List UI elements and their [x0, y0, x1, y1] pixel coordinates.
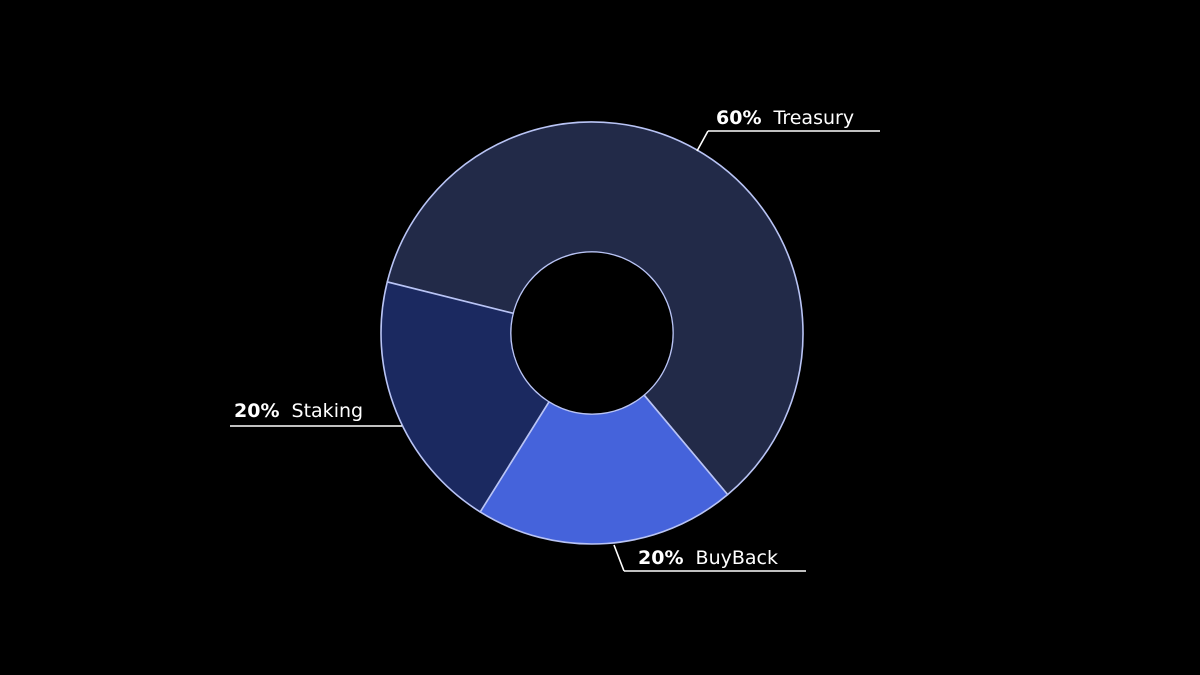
- leader-line-treasury: [696, 130, 709, 152]
- slices-layer: [380, 121, 804, 545]
- label-staking: 20% Staking: [234, 400, 363, 422]
- donut-hole: [510, 251, 674, 415]
- leader-line-buyback: [613, 544, 625, 572]
- label-staking-percent: 20%: [234, 400, 279, 422]
- label-buyback: 20% BuyBack: [638, 547, 778, 569]
- label-buyback-name: BuyBack: [696, 547, 778, 569]
- label-treasury-percent: 60%: [716, 107, 761, 129]
- slice-label-treasury: 60% Treasury: [696, 107, 880, 152]
- slice-label-staking: 20% Staking: [230, 400, 402, 427]
- label-treasury-name: Treasury: [773, 107, 855, 129]
- label-treasury: 60% Treasury: [716, 107, 854, 129]
- label-staking-name: Staking: [292, 400, 364, 422]
- label-buyback-percent: 20%: [638, 547, 683, 569]
- slice-label-buyback: 20% BuyBack: [613, 544, 806, 572]
